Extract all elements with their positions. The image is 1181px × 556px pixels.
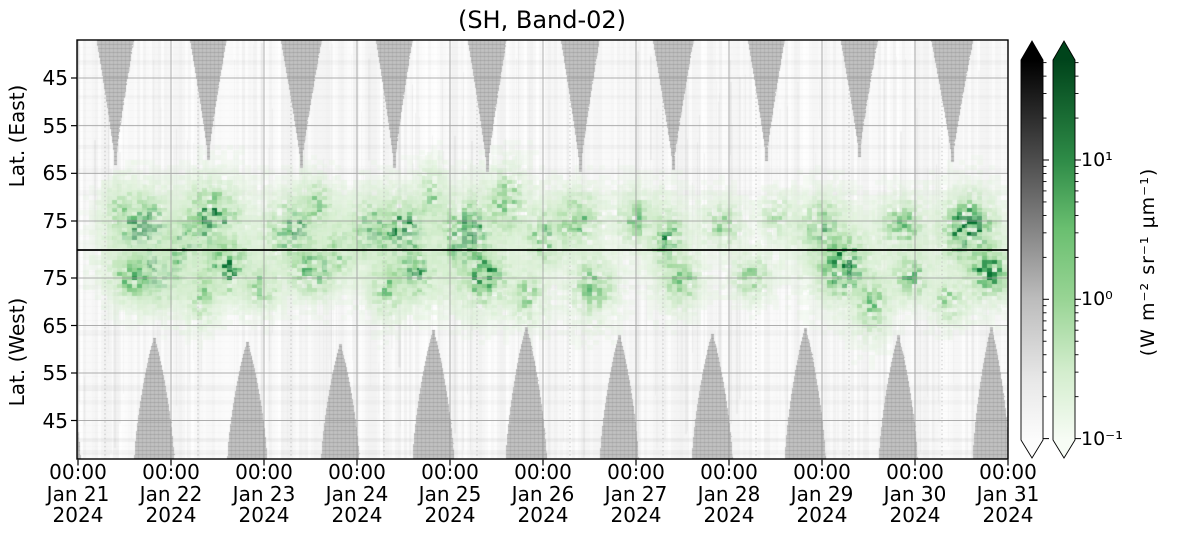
x-tick-label: 00:00 Jan 30 2024 (867, 460, 963, 527)
x-tick-label: 00:00 Jan 27 2024 (588, 460, 684, 527)
x-tick-label: 00:00 Jan 25 2024 (402, 460, 498, 527)
x-tick-time: 00:00 (979, 460, 1037, 484)
x-tick-date: Jan 27 (604, 481, 668, 506)
y-tick-label-west: 45 (42, 408, 68, 433)
x-tick-year: 2024 (610, 503, 662, 527)
x-tick-label: 00:00 Jan 21 2024 (30, 460, 126, 527)
heatmap-canvas (77, 40, 1008, 459)
x-tick-label: 00:00 Jan 24 2024 (309, 460, 405, 527)
x-tick-label: 00:00 Jan 31 2024 (960, 460, 1056, 527)
x-tick-time: 00:00 (142, 460, 200, 484)
colorbar-tick-label: 10⁰ (1081, 288, 1113, 311)
y-tick-label-east: 65 (42, 161, 68, 186)
x-tick-label: 00:00 Jan 23 2024 (216, 460, 312, 527)
y-tick-label-west: 55 (42, 361, 68, 385)
x-tick-time: 00:00 (793, 460, 851, 484)
x-tick-label: 00:00 Jan 22 2024 (123, 460, 219, 527)
x-tick-time: 00:00 (886, 460, 944, 484)
x-tick-year: 2024 (424, 503, 476, 527)
x-tick-time: 00:00 (700, 460, 758, 484)
x-tick-label: 00:00 Jan 26 2024 (495, 460, 591, 527)
x-tick-date: Jan 30 (883, 481, 947, 506)
colorbar-tick-label: 10¹ (1081, 149, 1113, 171)
x-tick-date: Jan 28 (697, 481, 761, 506)
x-tick-label: 00:00 Jan 29 2024 (774, 460, 870, 527)
colorbar-tick-label: 10⁻¹ (1081, 427, 1123, 450)
x-tick-year: 2024 (796, 503, 848, 527)
x-tick-time: 00:00 (328, 460, 386, 484)
x-tick-year: 2024 (145, 503, 197, 527)
y-tick-label-east: 55 (42, 113, 68, 138)
x-tick-label: 00:00 Jan 28 2024 (681, 460, 777, 527)
x-tick-time: 00:00 (421, 460, 479, 484)
x-tick-year: 2024 (52, 503, 104, 527)
x-tick-date: Jan 25 (418, 481, 482, 506)
x-tick-time: 00:00 (235, 460, 293, 484)
x-tick-time: 00:00 (49, 460, 107, 484)
x-tick-year: 2024 (238, 503, 290, 527)
x-tick-year: 2024 (889, 503, 941, 527)
figure-title: (SH, Band-02) (457, 6, 627, 34)
x-tick-date: Jan 24 (325, 481, 389, 506)
y-tick-label-west: 65 (42, 313, 68, 338)
x-tick-date: Jan 23 (232, 481, 296, 506)
x-tick-date: Jan 29 (790, 481, 854, 506)
colorbar-unit-label: (W m⁻² sr⁻¹ μm⁻¹) (1137, 167, 1159, 357)
x-tick-year: 2024 (703, 503, 755, 527)
x-tick-date: Jan 26 (511, 481, 575, 506)
x-tick-year: 2024 (982, 503, 1034, 527)
y-tick-label-east: 45 (42, 66, 68, 90)
x-tick-year: 2024 (331, 503, 383, 527)
x-tick-date: Jan 31 (976, 481, 1040, 506)
x-tick-date: Jan 21 (46, 481, 110, 506)
x-tick-time: 00:00 (607, 460, 665, 484)
x-tick-year: 2024 (517, 503, 569, 527)
y-tick-label-west: 75 (42, 266, 68, 290)
x-tick-date: Jan 22 (139, 481, 203, 506)
y-tick-label-east: 75 (42, 209, 68, 233)
x-tick-time: 00:00 (514, 460, 572, 484)
